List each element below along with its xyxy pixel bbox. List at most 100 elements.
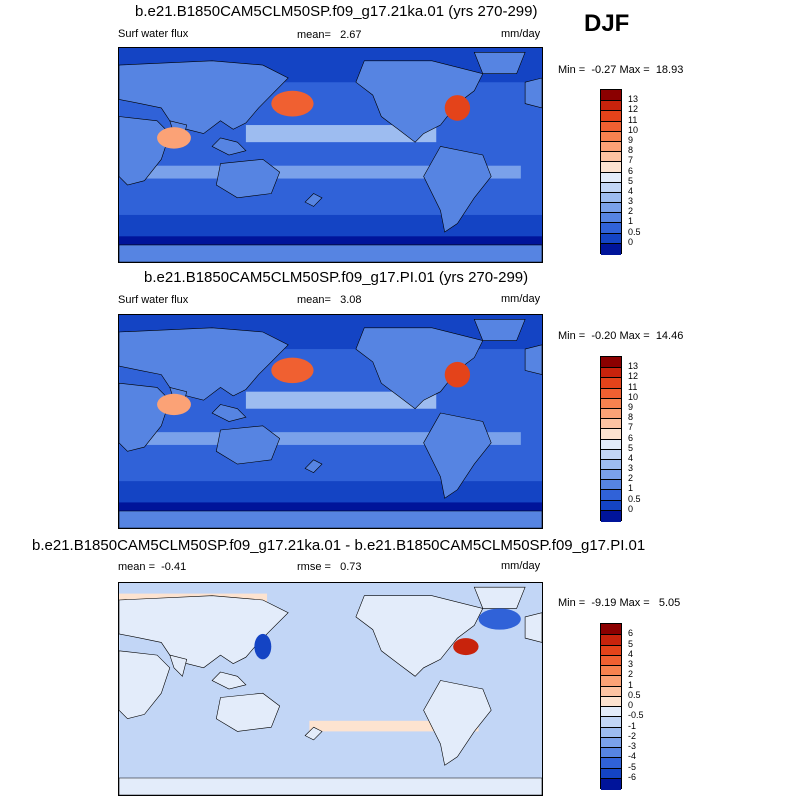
land-mass [473, 52, 526, 75]
colorbar-tick-label: 13 [628, 361, 639, 372]
land-mass [119, 116, 171, 186]
variable-label: Surf water flux [118, 294, 189, 306]
colorbar-tick-label: 2 [628, 206, 634, 217]
colorbar-tick-label: 0.5 [628, 226, 641, 237]
colorbar-swatch [601, 736, 621, 749]
colorbar-tick-label: 4 [628, 452, 634, 463]
land-mass [423, 680, 492, 766]
colorbar-tick-label: 9 [628, 134, 634, 145]
colorbar-swatch [601, 654, 621, 667]
colorbar-swatch [601, 377, 621, 390]
colorbar-tick-label: 0 [628, 236, 634, 247]
colorbar-swatch [601, 509, 621, 522]
minmax-label: Min = -0.27 Max = 18.93 [558, 64, 684, 76]
colorbar-tick-label: 9 [628, 401, 634, 412]
colorbar-swatch [601, 397, 621, 410]
map-panel [118, 314, 543, 529]
flux-hotspot [157, 127, 191, 149]
units-label: mm/day [501, 28, 541, 40]
colorbar-tick-label: -0.5 [628, 710, 644, 721]
colorbar-swatch [601, 140, 621, 153]
colorbar: 13 12 11 10 9 8 7 6 5 4 3 2 1 0.5 0 [600, 356, 641, 522]
colorbar-tick-label: 12 [628, 104, 639, 115]
colorbar-tick-label: -2 [628, 730, 637, 741]
panel-title: b.e21.B1850CAM5CLM50SP.f09_g17.21ka.01 -… [32, 537, 646, 554]
land-mass [211, 671, 247, 690]
land-mass [119, 777, 542, 795]
colorbar-swatch [601, 407, 621, 420]
colorbar-tick-label: 3 [628, 659, 634, 669]
colorbar-tick-label: 6 [628, 432, 634, 443]
map-field [119, 583, 542, 795]
flux-hotspot [271, 357, 314, 384]
colorbar: 6 5 4 3 2 1 0.5 0 -0.5 -1 -2 -3 -4 -5 -6 [600, 623, 644, 790]
tropical-band [245, 125, 437, 143]
land-mass [473, 586, 526, 609]
colorbar-tick-label: 7 [628, 155, 634, 166]
colorbar-swatch [601, 151, 621, 163]
colorbar-swatch [601, 212, 621, 224]
colorbar-tick-label: 12 [628, 371, 639, 382]
land-mass [304, 726, 323, 741]
land-mass [304, 193, 323, 207]
land-mass [119, 244, 542, 262]
colorbar-swatch [601, 634, 621, 646]
mean-label: mean= 3.08 [297, 294, 362, 306]
colorbar-tick-label: 10 [628, 124, 639, 135]
colorbar-swatch [601, 767, 621, 780]
colorbar-swatch [601, 357, 621, 368]
colorbar-swatch [601, 716, 621, 728]
colorbar-swatch [601, 499, 621, 512]
colorbar-swatch [601, 418, 621, 430]
colorbar-tick-label: 8 [628, 412, 634, 423]
colorbar-swatch [601, 191, 621, 204]
colorbar-swatch [601, 706, 621, 718]
colorbar-swatch [601, 469, 621, 481]
colorbar-swatch [601, 202, 621, 214]
mean-label: mean = -0.41 [118, 561, 187, 573]
colorbar-tick-label: 2 [628, 669, 634, 680]
land-mass [423, 146, 492, 233]
colorbar-tick-label: -4 [628, 751, 637, 762]
colorbar-swatch [601, 489, 621, 502]
minmax-label: Min = -0.20 Max = 14.46 [558, 330, 684, 342]
flux-hotspot [157, 393, 191, 416]
land-mass [524, 344, 542, 375]
colorbar-tick-label: -3 [628, 741, 637, 751]
colorbar-tick-label: -1 [628, 720, 637, 731]
colorbar-tick-label: 0 [628, 503, 634, 514]
colorbar-tick-label: 1 [628, 483, 634, 494]
colorbar-swatch [601, 685, 621, 698]
colorbar-swatch [601, 90, 621, 101]
colorbar-tick-label: 11 [628, 381, 638, 392]
land-mass [211, 404, 247, 422]
colorbar-tick-label: 4 [628, 648, 634, 659]
season-label: DJF [584, 10, 630, 37]
colorbar: 13 12 11 10 9 8 7 6 5 4 3 2 1 0.5 0 [600, 89, 641, 255]
land-mass [119, 327, 289, 401]
flux-hotspot [444, 361, 471, 388]
land-mass [169, 654, 188, 677]
colorbar-swatch [601, 367, 621, 379]
colorbar-tick-label: -5 [628, 761, 637, 772]
colorbar-swatch [601, 675, 621, 687]
land-mass [119, 595, 289, 669]
map-panel [118, 582, 543, 796]
colorbar-swatch [601, 479, 621, 491]
land-mass [524, 612, 542, 643]
colorbar-swatch [601, 171, 621, 184]
colorbar-tick-label: 1 [628, 679, 634, 690]
land-mass [119, 510, 542, 528]
colorbar-tick-label: 8 [628, 145, 634, 156]
map-field [119, 315, 542, 528]
colorbar-swatch [601, 130, 621, 143]
units-label: mm/day [501, 293, 541, 305]
land-mass [215, 692, 281, 732]
colorbar-swatch [601, 387, 621, 400]
colorbar-tick-label: 5 [628, 638, 634, 649]
colorbar-swatch [601, 757, 621, 769]
map-field [119, 48, 542, 262]
colorbar-swatch [601, 695, 621, 708]
colorbar-swatch [601, 438, 621, 451]
colorbar-swatch [601, 747, 621, 759]
